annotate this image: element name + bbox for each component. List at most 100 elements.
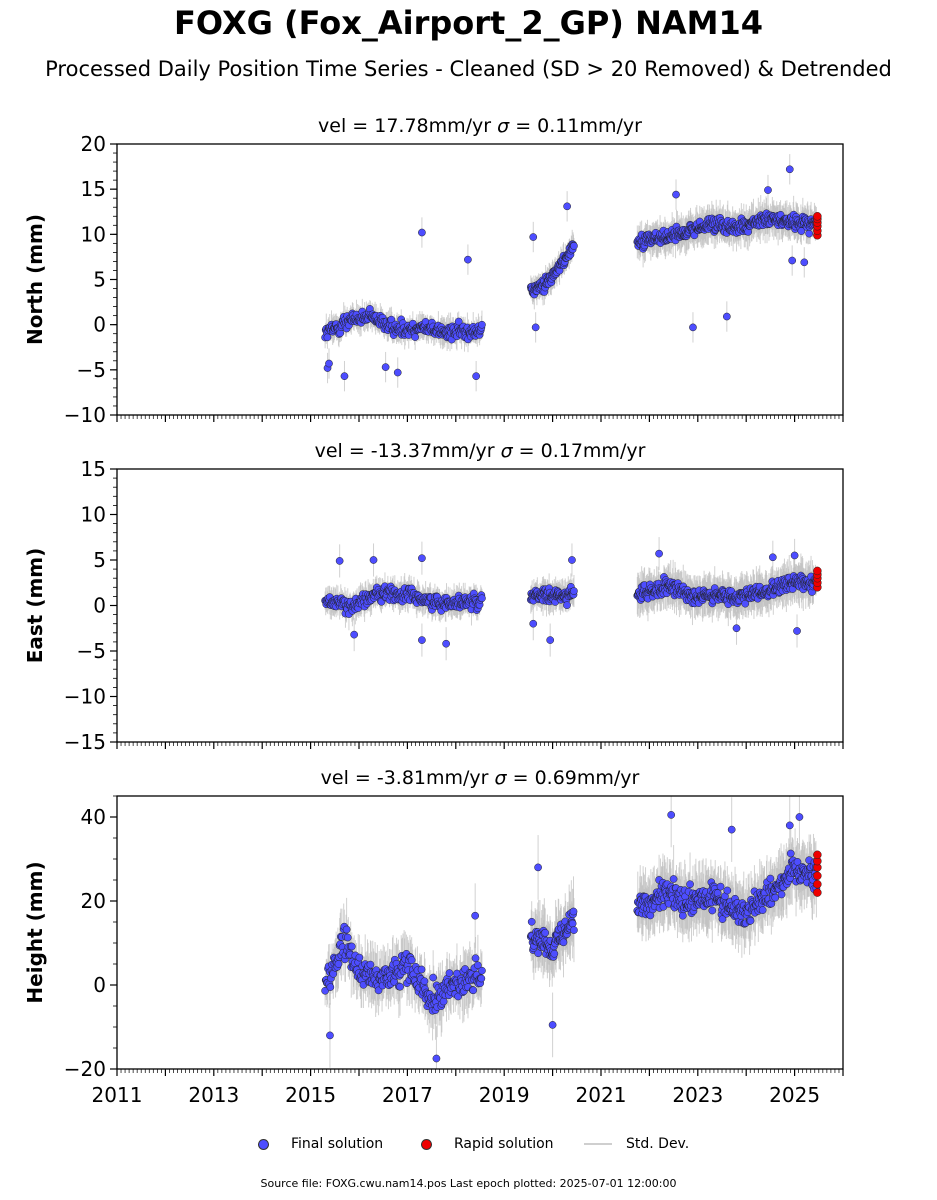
- final-solution-point: [570, 242, 578, 250]
- rapid-solution-point: [813, 212, 822, 221]
- final-solution-point: [529, 619, 538, 628]
- final-solution-point: [411, 333, 419, 341]
- final-solution-point: [442, 639, 450, 648]
- final-solution-point: [764, 186, 772, 194]
- final-solution-point: [342, 925, 351, 934]
- final-solution-point: [686, 880, 694, 889]
- y-tick-label: −5: [77, 639, 106, 663]
- std-dev-bars: [324, 154, 817, 392]
- y-tick-label: −10: [64, 403, 106, 427]
- final-solution-point: [797, 227, 806, 235]
- final-solution-point: [471, 954, 480, 963]
- y-tick-label: 5: [93, 268, 106, 292]
- panel-sigma: = 0.11mm/yr: [509, 115, 642, 137]
- final-solution-point: [418, 554, 426, 563]
- y-axis-label: Height (mm): [23, 861, 47, 1003]
- final-solution-point: [477, 974, 486, 983]
- final-solution-point: [323, 333, 332, 342]
- final-solution-point: [777, 890, 786, 899]
- y-tick-label: 10: [81, 222, 106, 246]
- final-solution-point: [708, 906, 717, 915]
- chart-subtitle: Processed Daily Position Time Series - C…: [45, 57, 892, 81]
- final-solution-point: [418, 636, 426, 644]
- final-solution-point: [669, 875, 678, 883]
- panel-velocity: vel = -3.81mm/yr: [321, 767, 495, 789]
- y-tick-label: −5: [77, 358, 106, 382]
- final-solution-point: [793, 627, 801, 635]
- plot-frame: [116, 143, 844, 416]
- final-solution-point: [366, 960, 375, 969]
- final-solution-point: [429, 973, 437, 982]
- panel-velocity: vel = 17.78mm/yr: [318, 115, 497, 137]
- final-solution-point: [563, 601, 571, 609]
- final-solution-points: [321, 165, 821, 381]
- final-solution-point: [469, 986, 478, 995]
- y-tick-label: −15: [64, 730, 106, 754]
- final-solution-point: [785, 165, 794, 174]
- y-tick-label: 10: [81, 503, 106, 527]
- final-solution-point: [454, 317, 463, 326]
- final-solution-point: [569, 907, 578, 916]
- final-solution-point: [407, 956, 416, 964]
- panel-title: vel = -3.81mm/yr σ = 0.69mm/yr: [321, 767, 640, 789]
- final-solution-point: [559, 938, 568, 947]
- final-solution-point: [478, 594, 486, 603]
- y-axis-label: North (mm): [23, 214, 47, 345]
- final-solution-point: [716, 882, 725, 891]
- panel-title: vel = 17.78mm/yr σ = 0.11mm/yr: [318, 115, 642, 137]
- final-solution-point: [570, 926, 578, 934]
- panel-east: vel = -13.37mm/yr σ = 0.17mm/yr East (mm)…: [23, 440, 844, 754]
- std-dev-bars: [324, 796, 817, 1069]
- final-solution-point: [788, 256, 797, 265]
- y-axis-label: East (mm): [23, 548, 47, 664]
- y-tick-label: 20: [81, 132, 106, 156]
- sigma-symbol: σ: [497, 115, 510, 137]
- final-solution-point: [771, 893, 780, 902]
- rapid-solution-points: [813, 212, 822, 240]
- chart-title: FOXG (Fox_Airport_2_GP) NAM14: [174, 4, 763, 42]
- final-solution-point: [347, 942, 356, 951]
- final-solution-point: [805, 229, 813, 238]
- sigma-symbol: σ: [495, 767, 508, 789]
- final-solution-point: [790, 551, 799, 560]
- final-solution-point: [672, 190, 680, 199]
- chart-canvas: vel = 17.78mm/yr σ = 0.11mm/yr North (mm)…: [23, 115, 844, 1107]
- final-solution-point: [746, 916, 755, 925]
- final-solution-point: [732, 624, 741, 633]
- final-solution-point: [343, 933, 352, 942]
- final-solution-point: [550, 949, 559, 958]
- sigma-symbol: σ: [501, 440, 514, 462]
- final-solution-point: [396, 982, 404, 991]
- panel-sigma: = 0.69mm/yr: [507, 767, 640, 789]
- final-solution-point: [445, 969, 454, 977]
- y-tick-label: 15: [81, 457, 106, 481]
- y-tick-label: 15: [81, 177, 106, 201]
- final-solution-point: [334, 960, 343, 968]
- final-solution-point: [321, 986, 329, 995]
- final-solution-point: [478, 966, 486, 975]
- final-solution-point: [689, 323, 697, 332]
- final-solution-point: [420, 977, 429, 986]
- final-solution-point: [340, 372, 349, 381]
- final-solution-point: [568, 556, 576, 564]
- rapid-solution-point: [813, 566, 822, 576]
- panel-sigma: = 0.17mm/yr: [513, 440, 646, 462]
- final-solution-point: [722, 312, 731, 321]
- panel-velocity: vel = -13.37mm/yr: [315, 440, 501, 462]
- final-solution-point: [568, 919, 577, 928]
- final-solution-point: [326, 983, 335, 991]
- final-solution-points: [321, 811, 821, 1063]
- final-solution-point: [393, 368, 402, 377]
- final-solution-point: [758, 906, 767, 914]
- final-solution-point: [418, 228, 426, 237]
- final-solution-point: [325, 359, 333, 368]
- final-solution-point: [800, 258, 809, 267]
- final-solution-point: [766, 874, 775, 883]
- y-tick-label: 5: [93, 548, 106, 572]
- panel-title: vel = -13.37mm/yr σ = 0.17mm/yr: [315, 440, 646, 462]
- final-solution-point: [678, 911, 687, 920]
- rapid-solution-points: [813, 566, 822, 592]
- y-tick-label: −10: [64, 685, 106, 709]
- final-solution-point: [381, 363, 390, 371]
- final-solution-point: [723, 886, 732, 895]
